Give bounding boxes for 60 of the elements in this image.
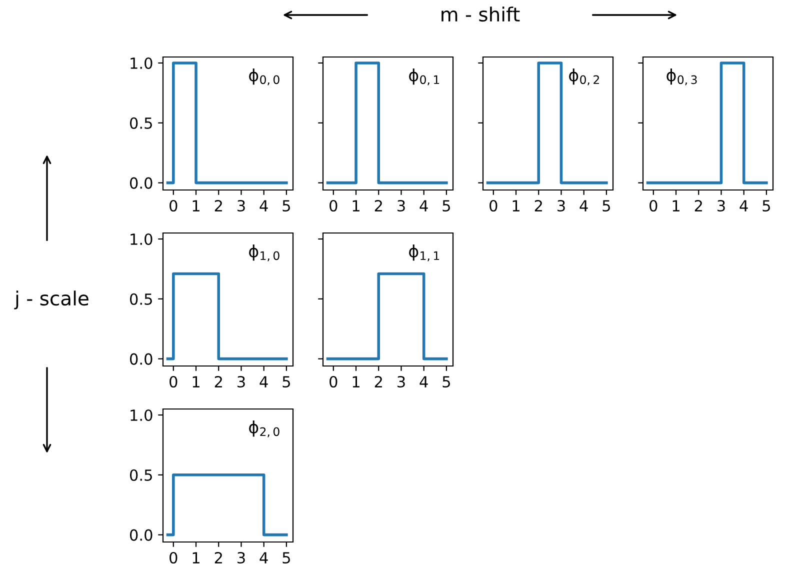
x-tick-label: 4 — [420, 376, 428, 388]
x-tick-label: 1 — [512, 200, 520, 212]
annotation: ϕ$_{2,0}$ — [249, 420, 280, 438]
x-tick-label: 1 — [352, 200, 360, 212]
x-tick-label: 4 — [740, 200, 748, 212]
text: m - shift — [442, 6, 520, 22]
x-tick-label: 3 — [558, 200, 565, 212]
annotation: ϕ$_{1,0}$ — [249, 244, 280, 262]
annotation: ϕ$_{0,2}$ — [569, 68, 599, 86]
text: j - scale — [14, 290, 88, 310]
x-tick-label: 5 — [442, 200, 450, 212]
x-tick-label: 1 — [192, 552, 200, 564]
y-tick-label: 0.0 — [130, 353, 152, 365]
x-tick-label: 3 — [238, 200, 245, 212]
x-tick-label: 2 — [374, 200, 382, 212]
y-tick-label: 0.0 — [130, 177, 152, 189]
x-tick-label: 2 — [374, 376, 382, 388]
x-tick-label: 4 — [580, 200, 588, 212]
x-tick-label: 2 — [214, 376, 222, 388]
x-tick-label: 3 — [238, 376, 245, 388]
x-tick-label: 0 — [170, 552, 178, 564]
x-tick-label: 0 — [330, 200, 338, 212]
x-tick-label: 5 — [282, 200, 290, 212]
x-tick-label: 4 — [260, 552, 268, 564]
x-tick-label: 5 — [282, 376, 290, 388]
y-tick-label: 1.0 — [130, 233, 152, 246]
y-tick-label: 0.5 — [130, 469, 152, 481]
x-tick-label: 1 — [352, 376, 360, 388]
x-tick-label: 2 — [214, 200, 222, 212]
x-tick-label: 3 — [398, 376, 405, 388]
x-tick-label: 0 — [170, 200, 178, 212]
x-tick-label: 1 — [672, 200, 680, 212]
x-tick-label: 5 — [602, 200, 610, 212]
annotation: ϕ$_{0,3}$ — [666, 68, 697, 86]
x-tick-label: 2 — [694, 200, 702, 212]
x-tick-label: 4 — [260, 200, 268, 212]
x-tick-label: 0 — [330, 376, 338, 388]
x-tick-label: 3 — [398, 200, 405, 212]
y-tick-label: 0.0 — [130, 529, 152, 541]
annotation: ϕ$_{0,0}$ — [249, 68, 280, 86]
x-tick-label: 3 — [718, 200, 725, 212]
x-tick-label: 4 — [260, 376, 268, 388]
x-tick-label: 0 — [490, 200, 498, 212]
x-tick-label: 2 — [214, 552, 222, 564]
x-tick-label: 2 — [534, 200, 542, 212]
annotation: ϕ$_{0,1}$ — [409, 68, 440, 86]
x-tick-label: 5 — [282, 552, 290, 564]
x-tick-label: 0 — [650, 200, 658, 212]
x-tick-label: 1 — [192, 376, 200, 388]
x-tick-label: 3 — [238, 552, 245, 564]
x-tick-label: 4 — [420, 200, 428, 212]
x-tick-label: 5 — [442, 376, 450, 388]
annotation: ϕ$_{1,1}$ — [409, 244, 440, 262]
y-tick-label: 0.5 — [130, 293, 152, 305]
x-tick-label: 5 — [762, 200, 770, 212]
x-tick-label: 0 — [170, 376, 178, 388]
y-tick-label: 1.0 — [130, 409, 152, 422]
x-tick-label: 1 — [192, 200, 200, 212]
y-tick-label: 0.5 — [130, 117, 152, 129]
y-tick-label: 1.0 — [130, 57, 152, 70]
